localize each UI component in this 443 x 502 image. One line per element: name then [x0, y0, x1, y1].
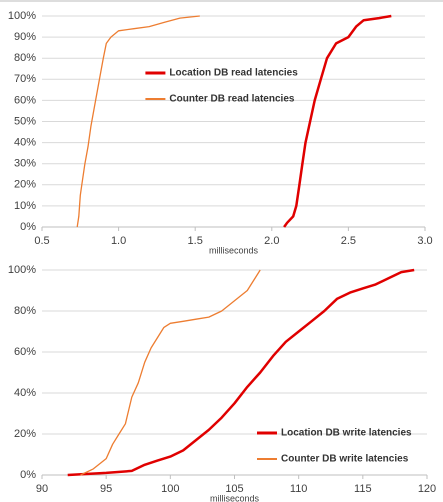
y-tick-label: 0%: [20, 221, 36, 233]
y-tick-label: 0%: [20, 469, 36, 481]
y-tick-label: 10%: [14, 200, 36, 212]
x-tick-label: 1.0: [111, 235, 126, 247]
y-tick-label: 100%: [8, 10, 36, 22]
y-tick-label: 30%: [14, 158, 36, 170]
x-tick-label: 2.0: [264, 235, 279, 247]
series-line: [76, 15, 200, 228]
x-tick-label: 120: [418, 483, 436, 495]
x-axis-label: milliseconds: [210, 493, 260, 502]
series-line: [67, 268, 415, 477]
legend-label: Counter DB read latencies: [169, 94, 294, 105]
series-line: [80, 269, 261, 476]
y-tick-label: 50%: [14, 115, 36, 127]
x-tick-label: 2.5: [341, 235, 356, 247]
x-axis-label: milliseconds: [209, 245, 259, 255]
y-tick-label: 40%: [14, 137, 36, 149]
x-tick-label: 115: [354, 483, 372, 495]
x-tick-label: 105: [225, 483, 243, 495]
y-tick-label: 90%: [14, 31, 36, 43]
y-tick-label: 20%: [14, 428, 36, 440]
y-tick-label: 70%: [14, 73, 36, 85]
x-tick-label: 95: [100, 483, 112, 495]
y-tick-label: 80%: [14, 305, 36, 317]
series-line: [283, 14, 392, 228]
x-tick-label: 100: [161, 483, 179, 495]
y-tick-label: 100%: [8, 264, 36, 276]
x-tick-label: 110: [290, 483, 308, 495]
x-tick-label: 90: [36, 483, 48, 495]
y-tick-label: 60%: [14, 346, 36, 358]
x-tick-label: 1.5: [188, 235, 203, 247]
x-tick-label: 0.5: [34, 235, 49, 247]
y-tick-label: 40%: [14, 387, 36, 399]
y-tick-label: 20%: [14, 179, 36, 191]
legend-label: Location DB write latencies: [281, 428, 412, 439]
y-tick-label: 80%: [14, 52, 36, 64]
y-tick-label: 60%: [14, 94, 36, 106]
x-tick-label: 3.0: [417, 235, 432, 247]
legend-label: Location DB read latencies: [169, 68, 298, 79]
legend-label: Counter DB write latencies: [281, 454, 409, 465]
